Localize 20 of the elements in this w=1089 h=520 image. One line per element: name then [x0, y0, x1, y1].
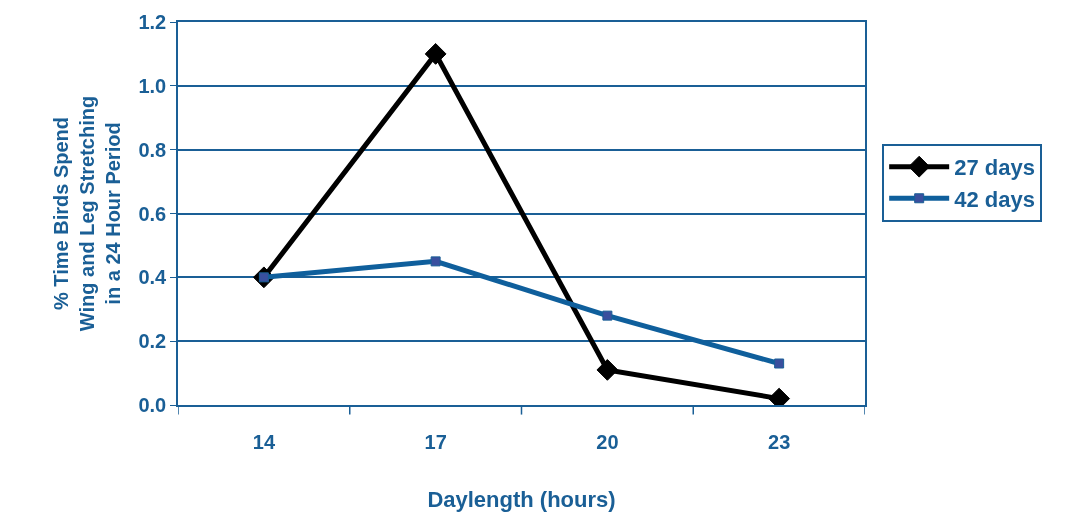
x-axis-title: Daylength (hours) — [427, 487, 616, 513]
y-tick-label: 0.2 — [138, 330, 167, 353]
x-tick-label: 14 — [252, 430, 276, 453]
legend-label: 42 days — [954, 186, 1035, 212]
y-tick-label: 0.6 — [138, 202, 167, 225]
y-axis-title: % Time Birds Spend Wing and Leg Stretching in a 24 Hour Period — [50, 95, 125, 332]
y-tick-label: 0.4 — [138, 266, 168, 289]
y-tick-label: 0.0 — [138, 394, 167, 416]
point — [430, 256, 441, 267]
x-tick-label: 23 — [768, 430, 791, 453]
legend-label: 27 days — [954, 155, 1035, 181]
x-tick-label: 20 — [596, 430, 619, 453]
y-tick-label: 0.8 — [138, 138, 167, 161]
y-tick-label: 1.2 — [138, 11, 167, 33]
point — [596, 358, 619, 381]
point — [602, 310, 613, 321]
point — [424, 43, 447, 65]
y-tick-label: 1.0 — [138, 74, 167, 97]
x-tick-label: 17 — [424, 430, 447, 453]
point — [774, 358, 785, 369]
